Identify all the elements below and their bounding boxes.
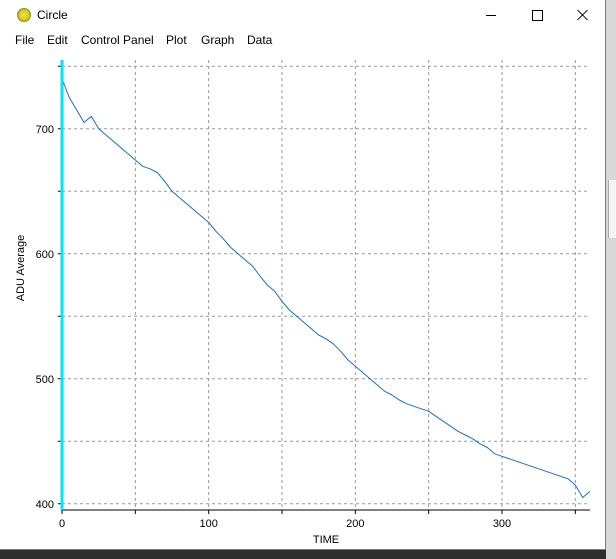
x-tick-label: 300 bbox=[493, 518, 511, 530]
y-tick-label: 700 bbox=[36, 124, 54, 136]
background-window-edge bbox=[606, 0, 616, 559]
minimize-icon bbox=[486, 14, 496, 16]
minimize-button[interactable] bbox=[468, 0, 514, 30]
close-button[interactable] bbox=[560, 0, 606, 30]
close-icon bbox=[577, 9, 589, 21]
x-tick-label: 200 bbox=[346, 518, 364, 530]
circle-window: Circle File Edit Control Panel Plot Grap… bbox=[0, 0, 606, 550]
y-tick-label: 400 bbox=[36, 499, 54, 511]
x-tick-label: 100 bbox=[199, 518, 217, 530]
y-tick-label: 600 bbox=[36, 249, 54, 261]
y-axis-label: ADU Average bbox=[15, 235, 27, 301]
y-tick-label: 500 bbox=[36, 374, 54, 386]
maximize-button[interactable] bbox=[514, 0, 560, 30]
maximize-icon bbox=[531, 9, 543, 21]
adu-average-chart[interactable]: 0 100 200 300 400 500 600 700 TIME ADU Average bbox=[0, 50, 605, 549]
menu-control-panel[interactable]: Control Panel bbox=[81, 33, 154, 47]
x-axis-label: TIME bbox=[313, 534, 339, 546]
menu-bar: File Edit Control Panel Plot Graph Data bbox=[0, 30, 605, 50]
adu-average-series-line bbox=[61, 78, 591, 498]
plot-area[interactable]: 0 100 200 300 400 500 600 700 TIME ADU Average bbox=[0, 50, 605, 549]
menu-plot[interactable]: Plot bbox=[166, 33, 187, 47]
menu-data[interactable]: Data bbox=[247, 33, 273, 47]
menu-edit[interactable]: Edit bbox=[47, 33, 68, 47]
menu-file[interactable]: File bbox=[15, 33, 35, 47]
title-bar[interactable]: Circle bbox=[0, 0, 605, 30]
plot-frame bbox=[62, 60, 590, 510]
x-tick-label: 0 bbox=[59, 518, 65, 530]
window-title: Circle bbox=[37, 8, 68, 22]
circle-app-icon bbox=[17, 8, 31, 22]
background-window-fragment bbox=[608, 180, 616, 238]
menu-graph[interactable]: Graph bbox=[201, 33, 235, 47]
